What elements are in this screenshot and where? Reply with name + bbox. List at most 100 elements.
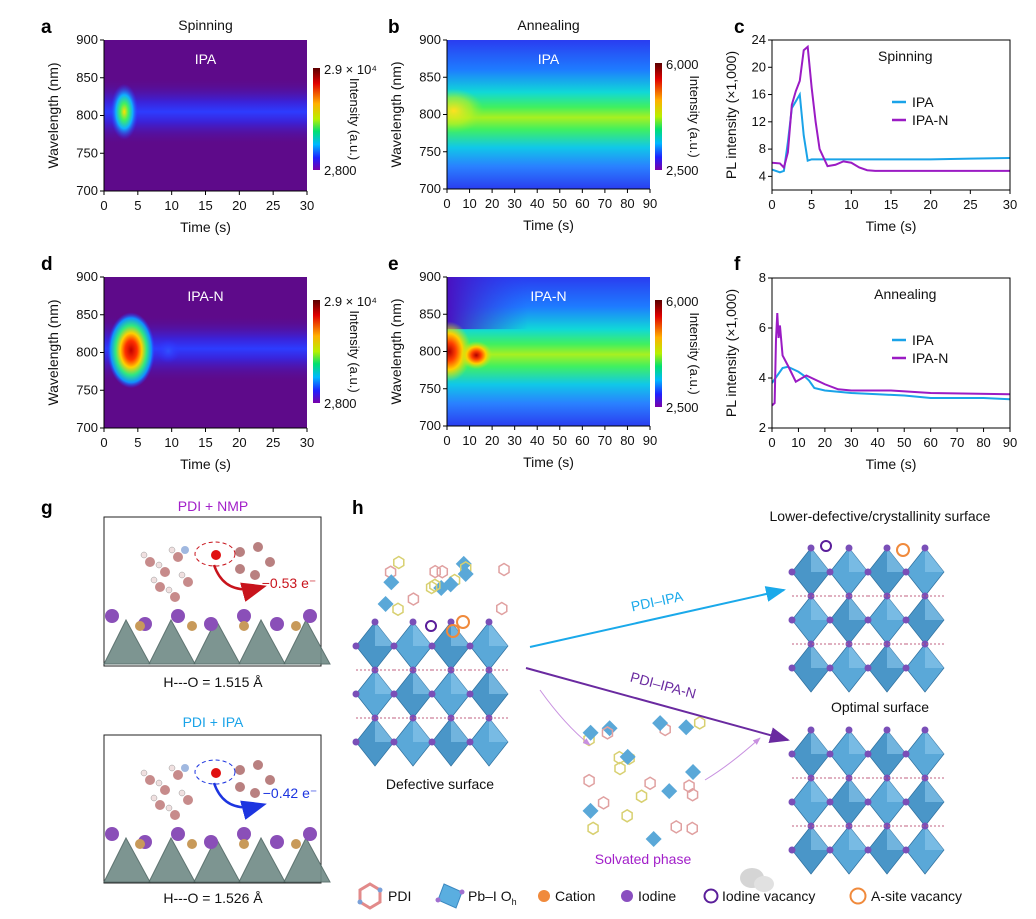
heatmap-annotation: IPA-N [187,288,223,304]
carbon-atom [145,775,155,785]
pdi-molecule [587,821,599,836]
iodine-atom [883,774,891,782]
octahedron-face [887,596,906,620]
octahedron-face [849,548,868,572]
x-tick-label: 15 [198,198,212,213]
iodine-atom [845,774,853,782]
y-tick-label: 700 [419,181,441,196]
defective-surface-caption: Defective surface [386,776,494,792]
iodine-atom [921,726,929,734]
legend-label-pb-i: Pb–I Oh [468,888,517,907]
pdi-nmp-structure [103,541,331,665]
iodine-atom [807,592,815,600]
cation-dot-icon [538,890,550,902]
carbon-atom [145,557,155,567]
iodine-atom [352,642,360,650]
iodine-atom [788,750,796,758]
pdi-molecule [393,555,405,570]
x-tick-label: 10 [462,196,476,211]
legend-label: IPA [912,332,934,348]
octahedron-face [811,644,830,668]
octahedron-slab [148,618,196,665]
octahedron-face [849,826,868,850]
iodine-atom [788,798,796,806]
iodine-atom [466,690,474,698]
iodine-atom [921,592,929,600]
oxygen-atom [211,768,221,778]
octahedron-face [887,778,906,802]
octahedron-face [849,596,868,620]
iodine-atom [902,664,910,672]
iodine-atom [864,664,872,672]
a-site-vacancy-marker [456,615,470,629]
surface-molecules [377,555,510,617]
heatmap-peak [110,83,139,140]
x-tick-label: 20 [818,435,832,450]
colorbar-max-label: 2.9 × 10⁴ [324,62,377,77]
pdi-ipa-arrow [529,586,786,648]
iodine-atom [466,738,474,746]
plot-area [447,40,650,189]
x-tick-label: 80 [976,435,990,450]
pdi-molecule [621,808,633,823]
carbon-atom [265,775,275,785]
pdi-molecule [392,602,404,617]
plot-frame [771,277,1011,429]
carbon-atom [160,785,170,795]
octahedron-face [413,670,432,694]
iodine-vacancy-marker [820,540,832,552]
iodine-atom [845,544,853,552]
chart-e: IPA-N 6,000 2,500 Intensity (a.u.) 0 10 20 30 40… [388,269,702,470]
hydrogen-atom [140,769,148,777]
plot-area [104,277,307,428]
legend-label-pdi: PDI [388,888,411,904]
pdi-molecule [614,761,626,776]
colorbar [313,300,320,403]
iodine-atom [826,798,834,806]
octahedron [442,576,459,593]
plot-area [772,312,1010,407]
nitrogen-atom [181,764,189,772]
panel-letter-e: e [388,254,399,275]
carbon-atom [155,800,165,810]
carbon-atom [170,810,180,820]
iodine-atom [409,714,417,722]
y-tick-label: 8 [759,270,766,285]
iodine-atom [237,609,251,623]
octahedron-slab [193,836,241,883]
octahedron [678,719,695,736]
octahedron-face [811,596,830,620]
solvated-molecules [582,715,706,847]
x-tick-label: 40 [530,196,544,211]
iodine-atom [303,609,317,623]
iodine-atom [883,640,891,648]
iodine-atom [371,666,379,674]
carbon-atom [235,547,245,557]
y-tick-label: 700 [419,418,441,433]
y-tick-label: 16 [752,87,766,102]
legend-label: IPA-N [912,350,948,366]
octahedron [645,830,662,847]
carbon-atom [183,795,193,805]
y-tick-label: 900 [419,269,441,284]
series-line-ipa-n [772,44,1010,172]
series-line-ipa-n [772,312,1010,407]
pdi-ipa-bond-length: H---O = 1.526 Å [163,890,263,906]
oxygen-atom [211,550,221,560]
pdi-molecule [670,819,683,834]
iodine-atom [826,568,834,576]
iodine-atom [447,618,455,626]
lead-atom [187,839,197,849]
carbon-atom [235,765,245,775]
a-site-vacancy-marker [446,624,460,638]
iodine-vacancy-icon [703,888,719,904]
octahedron-face [925,548,944,572]
chart-b: IPA 6,000 2,500 Intensity (a.u.) 0 10 20 30 40 50… [388,17,702,233]
carbon-atom [170,592,180,602]
legend: PDI Pb–I Oh Cation Iodine Iodine vacancy… [357,882,962,910]
colorbar-max-label: 2.9 × 10⁴ [324,294,377,309]
octahedron-face [451,622,470,646]
x-tick-label: 25 [963,197,977,212]
y-tick-label: 800 [419,107,441,122]
